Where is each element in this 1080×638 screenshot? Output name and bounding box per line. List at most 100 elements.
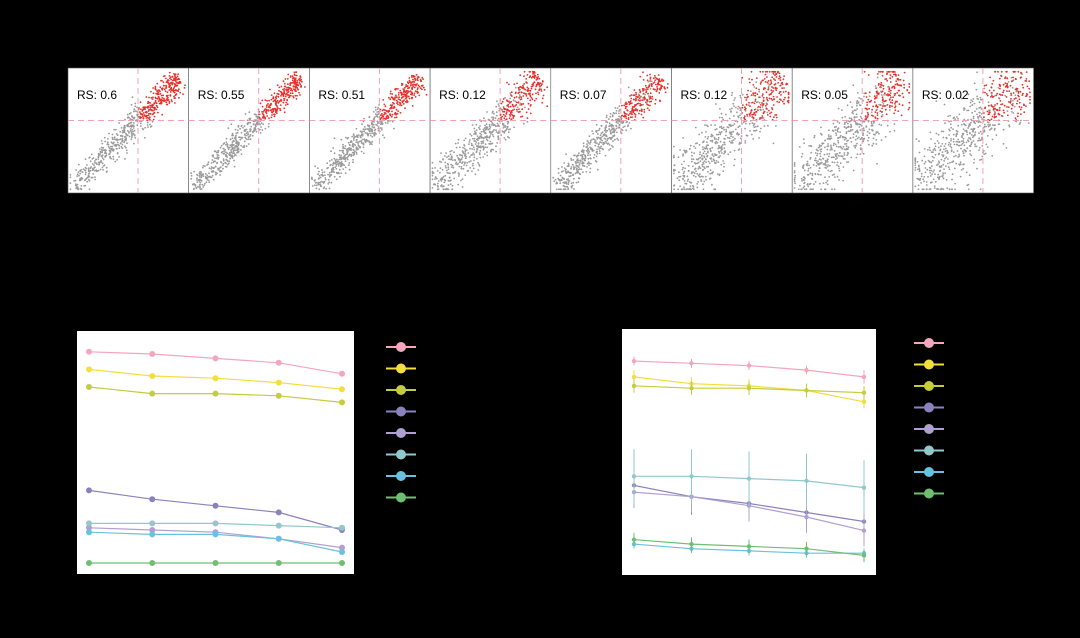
- scatter-point: [755, 81, 758, 83]
- scatter-point: [104, 140, 106, 143]
- scatter-point: [968, 174, 971, 177]
- scatter-point-highlighted: [635, 97, 637, 100]
- scatter-point: [739, 114, 741, 117]
- scatter-point-highlighted: [1016, 102, 1018, 105]
- scatter-point: [868, 128, 871, 131]
- scatter-point: [474, 140, 476, 142]
- scatter-point-highlighted: [166, 103, 169, 106]
- scatter-point: [808, 183, 811, 186]
- scatter-point: [696, 183, 698, 185]
- scatter-point: [586, 143, 588, 146]
- scatter-point: [622, 121, 625, 124]
- scatter-point: [475, 129, 478, 132]
- scatter-point: [495, 131, 498, 133]
- scatter-point-highlighted: [1006, 82, 1008, 85]
- scatter-point: [577, 171, 580, 174]
- scatter-point: [129, 129, 132, 132]
- scatter-point-highlighted: [401, 100, 404, 103]
- scatter-point: [442, 158, 444, 161]
- scatter-point: [763, 125, 766, 127]
- scatter-point-highlighted: [759, 70, 762, 73]
- scatter-point-highlighted: [765, 96, 768, 99]
- scatter-point: [809, 188, 812, 191]
- scatter-point: [772, 142, 775, 145]
- scatter-point: [202, 165, 205, 167]
- scatter-point: [802, 164, 805, 167]
- scatter-point-highlighted: [769, 79, 772, 82]
- scatter-point: [814, 172, 817, 175]
- scatter-point: [717, 161, 720, 164]
- scatter-point: [927, 159, 930, 162]
- scatter-point-highlighted: [169, 76, 172, 79]
- scatter-point: [969, 105, 971, 108]
- scatter-point: [124, 118, 126, 121]
- scatter-point: [817, 162, 820, 165]
- scatter-point: [131, 115, 134, 118]
- scatter-point: [606, 139, 609, 142]
- scatter-point: [736, 120, 739, 123]
- scatter-point: [458, 165, 461, 168]
- scatter-point: [978, 115, 981, 118]
- scatter-point-highlighted: [409, 81, 412, 84]
- scatter-point: [755, 129, 758, 132]
- scatter-point-highlighted: [520, 96, 523, 99]
- scatter-point-highlighted: [527, 108, 530, 110]
- scatter-point-highlighted: [168, 83, 171, 86]
- scatter-point-highlighted: [542, 94, 545, 97]
- scatter-point: [647, 81, 650, 83]
- scatter-point: [324, 177, 327, 179]
- scatter-point: [803, 185, 806, 188]
- scatter-point: [987, 124, 989, 126]
- scatter-point-highlighted: [1014, 78, 1017, 80]
- scatter-point: [686, 188, 689, 190]
- scatter-point: [112, 148, 115, 151]
- scatter-point-highlighted: [531, 98, 534, 101]
- scatter-point: [840, 155, 843, 158]
- scatter-point: [723, 165, 725, 168]
- scatter-point: [583, 158, 586, 160]
- scatter-point: [488, 131, 491, 134]
- scatter-point: [228, 153, 230, 156]
- scatter-point: [718, 131, 721, 134]
- scatter-point: [473, 127, 476, 130]
- scatter-point: [692, 165, 694, 168]
- scatter-point-highlighted: [767, 87, 770, 89]
- scatter-point-highlighted: [890, 96, 892, 99]
- scatter-point-highlighted: [787, 92, 790, 94]
- scatter-point: [554, 178, 557, 181]
- scatter-point: [482, 128, 485, 131]
- scatter-point-highlighted: [390, 115, 393, 118]
- scatter-point: [815, 161, 818, 164]
- scatter-point-highlighted: [289, 76, 292, 78]
- scatter-point: [673, 145, 675, 148]
- scatter-point: [320, 173, 323, 176]
- scatter-point-highlighted: [1013, 98, 1016, 100]
- scatter-point: [820, 161, 823, 164]
- scatter-point: [582, 145, 585, 148]
- scatter-point: [139, 120, 141, 123]
- scatter-point: [493, 123, 496, 126]
- scatter-point: [491, 111, 494, 114]
- scatter-point: [481, 145, 483, 148]
- scatter-point: [314, 181, 317, 184]
- scatter-point: [93, 164, 95, 167]
- scatter-point: [709, 172, 712, 175]
- scatter-point: [957, 138, 959, 141]
- scatter-point: [146, 124, 149, 126]
- scatter-point: [245, 128, 248, 131]
- scatter-point: [513, 126, 515, 129]
- scatter-point-highlighted: [421, 76, 424, 79]
- scatter-point-highlighted: [173, 89, 176, 92]
- scatter-point-highlighted: [157, 111, 159, 114]
- scatter-point-highlighted: [523, 75, 525, 77]
- scatter-point: [524, 106, 526, 109]
- scatter-point: [754, 129, 757, 132]
- scatter-point: [961, 150, 964, 153]
- scatter-point-highlighted: [416, 92, 419, 94]
- scatter-point-highlighted: [164, 90, 167, 93]
- scatter-point: [207, 161, 210, 164]
- scatter-point-highlighted: [383, 113, 385, 116]
- scatter-point: [829, 135, 832, 138]
- scatter-point: [683, 180, 686, 182]
- scatter-point-highlighted: [766, 99, 769, 102]
